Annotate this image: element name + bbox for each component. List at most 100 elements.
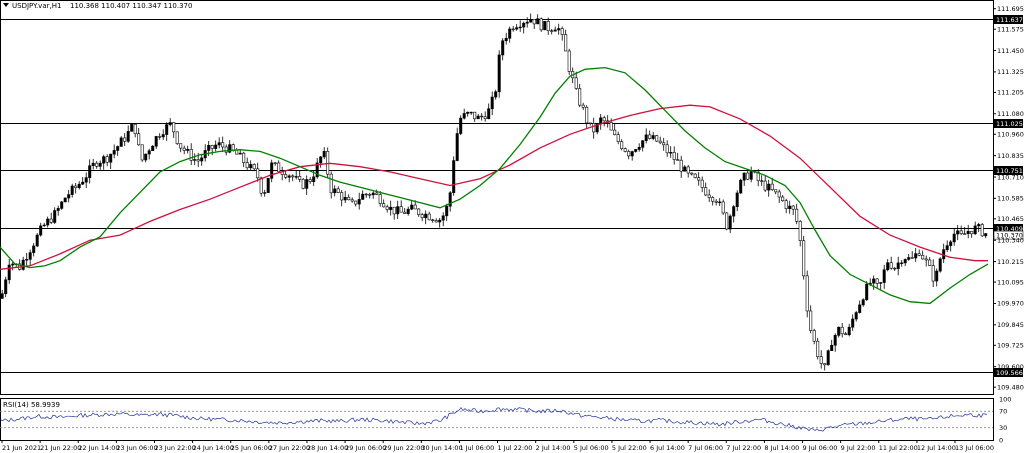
candle-body (735, 192, 739, 207)
candle-body (105, 156, 109, 163)
time-tick-label: 24 Jun 14:00 (193, 444, 234, 452)
candle-body (634, 149, 638, 152)
time-tick-label: 28 Jun 14:00 (307, 444, 348, 452)
candle-body (784, 200, 788, 210)
candle-body (539, 18, 543, 31)
candle-body (655, 135, 659, 142)
candle-body (823, 363, 827, 366)
price-tick-label: 110.465 (997, 215, 1024, 223)
candle-body (207, 145, 211, 151)
candle-body (375, 192, 379, 195)
price-axis: 111.695 111.575 111.450 111.325 111.205 111.0… (993, 5, 1024, 391)
candle-body (704, 187, 708, 196)
candle-body (161, 134, 165, 138)
moving-average-green-line (0, 66, 989, 305)
level-label: 110.751 (996, 167, 1023, 175)
candle-body (774, 189, 778, 193)
candle-body (347, 196, 351, 201)
candle-body (560, 28, 564, 35)
candle-body (466, 111, 470, 114)
candle-body (795, 208, 799, 222)
candle-body (382, 203, 386, 208)
price-tick-label: 110.340 (997, 237, 1024, 245)
candle-body (42, 224, 46, 227)
candle-body (140, 144, 144, 161)
candle-body (714, 200, 718, 203)
candle-body (294, 176, 298, 178)
moving-average-red-line (0, 104, 988, 270)
candle-body (959, 230, 963, 234)
price-tick-label: 109.725 (997, 342, 1024, 350)
price-tick-label: 110.960 (997, 131, 1024, 139)
candle-body (798, 221, 802, 241)
candle-body (508, 28, 512, 39)
candle-body (886, 262, 890, 271)
candle-body (973, 225, 977, 235)
candle-body (749, 170, 753, 180)
candle-body (39, 225, 43, 236)
candle-body (676, 159, 680, 161)
candle-body (690, 172, 694, 175)
candle-body (833, 335, 837, 346)
time-tick-label: 22 Jun 14:00 (78, 444, 119, 452)
candle-body (154, 136, 158, 147)
time-tick-label: 9 Jul 22:00 (841, 444, 876, 452)
candle-body (627, 151, 631, 157)
candle-body (179, 143, 183, 149)
candle-body (0, 293, 4, 299)
candle-body (357, 199, 361, 205)
main-panel (0, 0, 994, 395)
candle-body (501, 40, 505, 56)
candle-body (70, 185, 74, 195)
candle-body (504, 37, 508, 42)
candle-body (448, 192, 452, 207)
candle-body (669, 152, 673, 154)
candle-body (151, 145, 155, 152)
candle-body (672, 152, 676, 160)
candle-body (557, 28, 561, 31)
candle-body (284, 174, 288, 178)
price-tick-label: 109.600 (997, 363, 1024, 371)
current-price-label: 110.370 (996, 231, 1023, 239)
rsi-tick-label: 30 (999, 424, 1007, 432)
candle-body (256, 168, 260, 179)
candle-body (259, 177, 263, 194)
symbol-label: USDJPY.var,H1 (12, 2, 61, 10)
candle-body (854, 312, 858, 320)
rsi-tick-label: 70 (999, 408, 1007, 416)
candle-body (32, 245, 36, 253)
candle-body (186, 149, 190, 151)
dropdown-triangle-icon[interactable] (3, 3, 9, 7)
candle-body (112, 150, 116, 155)
candle-body (529, 19, 533, 23)
candle-body (910, 257, 914, 259)
price-tick-label: 111.695 (997, 5, 1024, 13)
time-tick-label: 1 Jul 22:00 (498, 444, 533, 452)
candle-body (984, 233, 988, 237)
candle-body (245, 162, 249, 169)
candle-body (518, 26, 522, 29)
candle-body (165, 124, 169, 135)
candle-body (858, 304, 862, 313)
candle-body (91, 162, 95, 167)
candle-body (424, 213, 428, 219)
candle-body (385, 206, 389, 210)
price-tick-label: 110.095 (997, 278, 1024, 286)
rsi-indicator (0, 406, 993, 432)
candle-body (532, 19, 536, 25)
candle-body (109, 153, 113, 163)
candle-body (354, 200, 358, 205)
candle-body (98, 162, 102, 167)
candle-body (809, 310, 813, 331)
candle-body (770, 183, 774, 191)
time-tick-label: 30 Jun 14:00 (421, 444, 462, 452)
rsi-panel (0, 398, 994, 441)
candle-body (861, 299, 865, 306)
candle-body (648, 134, 652, 139)
candle-body (231, 144, 235, 151)
candle-body (67, 194, 71, 199)
rsi-label: RSI(14) 58.9939 (3, 401, 60, 409)
candle-body (21, 259, 25, 270)
candle-body (494, 91, 498, 98)
